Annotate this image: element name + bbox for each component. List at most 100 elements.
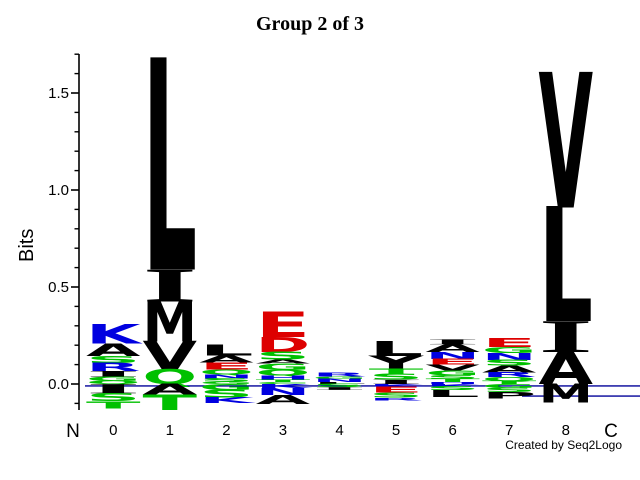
y-tick-label-0.5: 0.5 [48, 279, 69, 296]
residue-letter-N: N [312, 378, 367, 383]
residue-letter-T: T [369, 367, 424, 376]
residue-letter-G: G [86, 376, 141, 383]
residue-letter-G: G [482, 383, 537, 389]
residue-letter-S: S [425, 374, 480, 380]
residue-letter-Q: Q [199, 368, 254, 376]
residue-letter-D: D [256, 333, 311, 357]
residue-letter-P: P [482, 391, 537, 401]
residue-letter-S: S [199, 378, 254, 383]
residue-letter-N: N [482, 351, 537, 362]
x-tick-label-6: 6 [448, 422, 457, 439]
residue-letter-L: L [538, 175, 593, 358]
x-tick-label-1: 1 [165, 422, 174, 439]
residue-letter-T: T [143, 390, 198, 414]
residue-letter-I: I [86, 381, 141, 397]
residue-letter-T: T [482, 380, 538, 385]
residue-letter-Q: Q [86, 380, 141, 385]
y-tick-label-1.0: 1.0 [48, 182, 69, 199]
x-tick-label-5: 5 [391, 422, 401, 439]
residue-letter-N: N [425, 350, 480, 361]
residue-letter-I: I [425, 338, 480, 346]
residue-letter-A: A [199, 354, 255, 365]
residue-letter-G: G [199, 381, 254, 385]
residue-letter-H: H [425, 382, 480, 385]
residue-letter-C: C [256, 382, 311, 385]
residue-letter-S: S [482, 358, 537, 367]
residue-letter-R: R [369, 397, 424, 401]
residue-letter-V: V [425, 363, 480, 372]
residue-letter-L: L [199, 342, 254, 359]
x-tick-label-4: 4 [335, 422, 344, 439]
residue-letter-K: K [425, 383, 483, 387]
x-label-c-terminus: C [604, 421, 618, 442]
x-tick-label-0: 0 [109, 422, 118, 439]
residue-letter-L: L [143, 1, 198, 339]
x-tick-label-3: 3 [278, 422, 288, 439]
residue-letter-S: S [256, 350, 311, 362]
residue-letter-Y: Y [367, 352, 425, 373]
residue-letter-L: L [425, 389, 480, 400]
residue-letter-T: T [86, 399, 141, 410]
x-tick-label-2: 2 [222, 422, 231, 439]
residue-letter-A: A [86, 340, 142, 360]
y-tick-label-0.0: 0.0 [48, 376, 69, 393]
residue-letter-G: G [199, 383, 254, 392]
residue-letter-T: T [256, 379, 312, 383]
footer-credit: Created by Seq2Logo [505, 438, 622, 452]
residue-letter-A: A [482, 364, 538, 375]
residue-letter-I: I [86, 369, 141, 379]
residue-letter-S: S [86, 354, 141, 365]
residue-letter-R: R [482, 371, 537, 379]
residue-letter-E: E [256, 304, 311, 345]
residue-letter-I: I [538, 311, 593, 363]
residue-letter-H: H [256, 374, 311, 380]
residue-letter-E: E [482, 336, 537, 350]
residue-letter-I: I [312, 386, 367, 390]
residue-letter-S: S [369, 373, 424, 382]
residue-letter-K: K [199, 396, 257, 405]
chart-title: Group 2 of 3 [256, 13, 364, 35]
residue-letter-K: K [86, 319, 143, 350]
x-label-n-terminus: N [66, 421, 80, 442]
residue-letter-I: I [369, 378, 424, 385]
residue-letter-G: G [425, 369, 480, 377]
x-tick-label-8: 8 [561, 422, 570, 439]
residue-letter-L: L [369, 337, 424, 361]
residue-letter-Q: Q [256, 369, 311, 378]
residue-letter-R: R [86, 361, 141, 374]
residue-letter-K: K [369, 383, 427, 387]
residue-letter-A: A [143, 381, 198, 398]
residue-letter-E: E [369, 385, 424, 394]
y-tick-label-1.5: 1.5 [48, 85, 69, 102]
residue-letter-I: I [143, 259, 198, 313]
residue-letter-E: E [425, 357, 480, 366]
x-tick-label-7: 7 [505, 422, 514, 439]
residue-letter-V: V [538, 36, 593, 252]
residue-letter-N: N [256, 386, 311, 397]
residue-letter-G: G [312, 376, 367, 380]
residue-letter-S: S [482, 387, 537, 394]
residue-letter-Q: Q [143, 365, 198, 389]
residue-letter-S: S [86, 391, 141, 403]
residue-letter-V: V [143, 334, 198, 379]
residue-letter-S: S [199, 388, 254, 400]
residue-letter-A: A [425, 342, 481, 354]
residue-letter-A: A [256, 393, 311, 407]
residue-letter-S: S [369, 391, 424, 399]
residue-letter-L: L [312, 382, 367, 385]
residue-letter-G: G [482, 346, 537, 355]
residue-letter-S: S [312, 383, 367, 388]
residue-letter-E: E [199, 361, 254, 372]
residue-letter-G: G [256, 362, 311, 373]
residue-letter-N: N [199, 374, 254, 380]
residue-letter-M: M [538, 379, 593, 409]
residue-letter-S: S [425, 385, 480, 391]
residue-letter-M: M [143, 290, 198, 354]
residue-letter-K: K [256, 383, 314, 389]
residue-letter-T: T [425, 378, 481, 383]
residue-letter-A: A [256, 359, 311, 365]
residue-letter-A: A [538, 343, 593, 395]
